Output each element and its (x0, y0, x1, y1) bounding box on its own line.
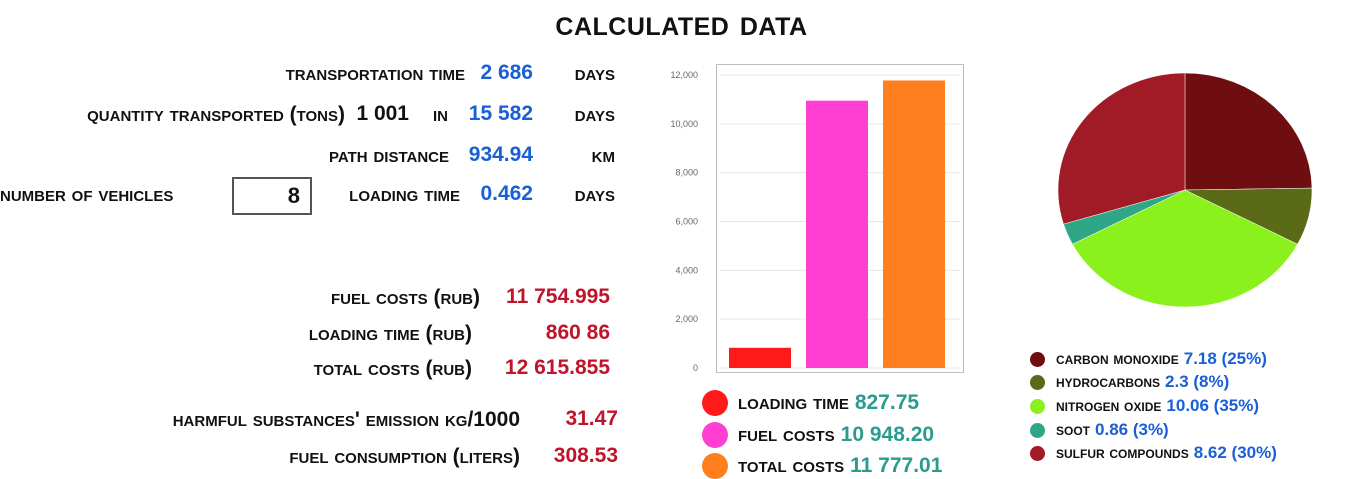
y-tick-label: 10,000 (670, 119, 698, 129)
legend-swatch-fuel (702, 422, 728, 448)
pie-slice-no (1072, 189, 1298, 308)
vehicles-input[interactable]: 8 (232, 177, 312, 215)
fuel-costs-label: Fuel costs (rub) (331, 286, 480, 309)
path-distance-label: Path distance (329, 144, 449, 167)
path-distance-row: Path distance 934.94 km (0, 143, 615, 172)
y-tick-label: 2,000 (675, 314, 698, 324)
legend-value-loading: 827.75 (854, 391, 920, 414)
loading-time-unit: days (574, 183, 615, 206)
quantity-value: 1 001 (356, 102, 409, 125)
pie-legend-label-hc: Hydrocarbons (1056, 372, 1161, 391)
loading-time-value: 0.462 (480, 182, 533, 205)
pie-legend-value-no: 10.06 (35%) (1166, 396, 1260, 415)
quantity-row: Quantity transported (tons) 1 001 in 15 … (0, 102, 615, 131)
legend-value-fuel: 10 948.20 (840, 423, 935, 446)
pie-legend-hc: Hydrocarbons 2.3 (8%) (1030, 372, 1229, 392)
pie-legend-sulfur: Sulfur compounds 8.62 (30%) (1030, 443, 1277, 463)
legend-label-loading: Loading time (738, 391, 849, 414)
fuel-consumption-value: 308.53 (553, 444, 618, 467)
total-costs-row: Total costs (rub) 12 615.855 (0, 356, 610, 385)
total-costs-value: 12 615.855 (504, 356, 610, 379)
pie-legend-label-soot: Soot (1056, 420, 1091, 439)
pie-legend-swatch-sulfur (1030, 445, 1045, 461)
pie-legend-value-soot: 0.86 (3%) (1095, 420, 1169, 439)
loading-cost-label: Loading time (rub) (308, 322, 472, 345)
fuel-consumption-label: Fuel consumption (liters) (289, 445, 520, 468)
transportation-time-row: Transportation time 2 686 days (0, 61, 615, 90)
y-tick-label: 4,000 (675, 265, 698, 275)
harmful-label: Harmful substances' emission kg/1000 (172, 408, 520, 431)
pie-legend-value-sulfur: 8.62 (30%) (1193, 443, 1277, 462)
path-distance-unit: km (591, 144, 615, 167)
legend-swatch-total (702, 453, 728, 479)
pie-legend-swatch-co (1030, 351, 1045, 367)
legend-label-fuel: Fuel costs (738, 423, 835, 446)
pie-legend-value-co: 7.18 (25%) (1183, 349, 1267, 368)
harmful-row: Harmful substances' emission kg/1000 31.… (0, 407, 618, 436)
bar-total (883, 80, 945, 368)
loading-cost-value: 860 86 (545, 321, 610, 344)
y-tick-label: 12,000 (670, 70, 698, 80)
legend-value-total: 11 777.01 (850, 454, 943, 477)
y-tick-label: 0 (693, 363, 698, 373)
legend-label-total: Total costs (738, 454, 845, 477)
pie-legend-swatch-hc (1030, 374, 1045, 390)
pie-legend-label-no: Nitrogen oxide (1056, 396, 1162, 415)
pie-legend-value-hc: 2.3 (8%) (1165, 372, 1230, 391)
total-costs-label: Total costs (rub) (313, 357, 472, 380)
pie-legend-label-co: Carbon monoxide (1056, 349, 1179, 368)
fuel-consumption-row: Fuel consumption (liters) 308.53 (0, 444, 618, 473)
bar-loading (729, 347, 791, 368)
loading-cost-row: Loading time (rub) 860 86 (0, 321, 610, 350)
transportation-time-label: Transportation time (285, 62, 465, 85)
fuel-costs-value: 11 754.995 (506, 285, 610, 308)
bar-chart-frame (716, 64, 964, 373)
page-title: Calculated Data (555, 2, 808, 43)
transportation-time-unit: days (574, 62, 615, 85)
pie-legend-soot: Soot 0.86 (3%) (1030, 420, 1169, 440)
y-tick-label: 6,000 (675, 217, 698, 227)
legend-item-total: Total costs 11 777.01 (702, 453, 942, 479)
pie-legend-swatch-soot (1030, 422, 1045, 438)
harmful-value: 31.47 (565, 407, 618, 430)
path-distance-value: 934.94 (468, 143, 533, 166)
legend-swatch-loading (702, 390, 728, 416)
vehicles-label-row: Number of vehicles (0, 183, 230, 211)
pie-slice-co (1184, 72, 1313, 191)
quantity-days-value: 15 582 (468, 102, 533, 125)
loading-time-row: Loading time 0.462 days (320, 182, 615, 211)
quantity-in-label: in (433, 103, 448, 126)
pie-legend-no: Nitrogen oxide 10.06 (35%) (1030, 396, 1259, 416)
pie-slice-sulfur (1057, 72, 1186, 225)
y-tick-label: 8,000 (675, 168, 698, 178)
legend-item-loading: Loading time 827.75 (702, 390, 919, 416)
bar-chart: 0 2,000 4,000 6,000 8,000 10,000 12,000 (670, 70, 960, 373)
pie-legend-swatch-no (1030, 398, 1045, 414)
bar-fuel (806, 100, 868, 368)
pie-chart (1057, 72, 1313, 308)
vehicles-label: Number of vehicles (0, 183, 174, 206)
pie-legend-co: Carbon monoxide 7.18 (25%) (1030, 349, 1267, 369)
quantity-unit: days (574, 103, 615, 126)
legend-item-fuel: Fuel costs 10 948.20 (702, 422, 934, 448)
quantity-label: Quantity transported (tons) (87, 103, 345, 126)
pie-legend-label-sulfur: Sulfur compounds (1056, 443, 1189, 462)
fuel-costs-row: Fuel costs (rub) 11 754.995 (0, 285, 610, 314)
loading-time-label: Loading time (349, 183, 460, 206)
transportation-time-value: 2 686 (480, 61, 533, 84)
